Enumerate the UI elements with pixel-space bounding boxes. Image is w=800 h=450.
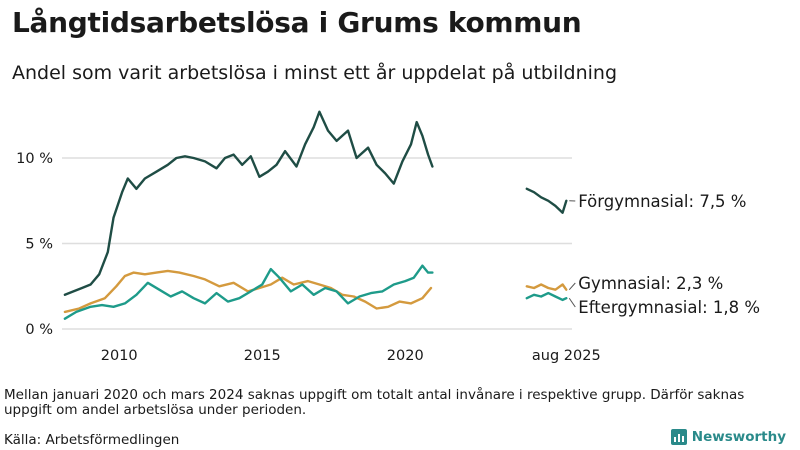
newsworthy-logo: Newsworthy bbox=[670, 429, 786, 445]
x-tick-label-latest: aug 2025 bbox=[532, 348, 601, 364]
logo-text: Newsworthy bbox=[691, 429, 786, 445]
y-tick-label: 0 % bbox=[25, 322, 53, 338]
series-end-label: Eftergymnasial: 1,8 % bbox=[578, 298, 760, 317]
footnote: Mellan januari 2020 och mars 2024 saknas… bbox=[4, 387, 745, 418]
x-tick-label: 2010 bbox=[101, 348, 138, 364]
page-title: Långtidsarbetslösa i Grums kommun bbox=[12, 6, 582, 39]
series-line-gymnasial bbox=[525, 283, 568, 291]
x-tick-label: 2020 bbox=[387, 348, 424, 364]
line-chart: 0 % 5 % 10 % 2010 2015 2020 aug 2025 Förgymnasi… bbox=[16, 110, 760, 364]
label-connector bbox=[568, 282, 576, 291]
x-tick-label: 2015 bbox=[244, 348, 281, 364]
y-tick-label: 10 % bbox=[16, 151, 53, 167]
source-text: Källa: Arbetsförmedlingen bbox=[4, 432, 180, 448]
series-end-label: Gymnasial: 2,3 % bbox=[578, 274, 723, 293]
bar-chart-icon bbox=[670, 429, 687, 445]
y-tick-label: 5 % bbox=[25, 237, 53, 253]
series-line-förgymnasial bbox=[525, 187, 568, 214]
label-connector bbox=[568, 297, 576, 308]
series-line-eftergymnasial bbox=[63, 264, 434, 320]
page-subtitle: Andel som varit arbetslösa i minst ett å… bbox=[12, 62, 618, 84]
series-line-eftergymnasial bbox=[525, 291, 568, 302]
series-end-label: Förgymnasial: 7,5 % bbox=[578, 192, 746, 211]
series-line-förgymnasial bbox=[63, 110, 434, 296]
